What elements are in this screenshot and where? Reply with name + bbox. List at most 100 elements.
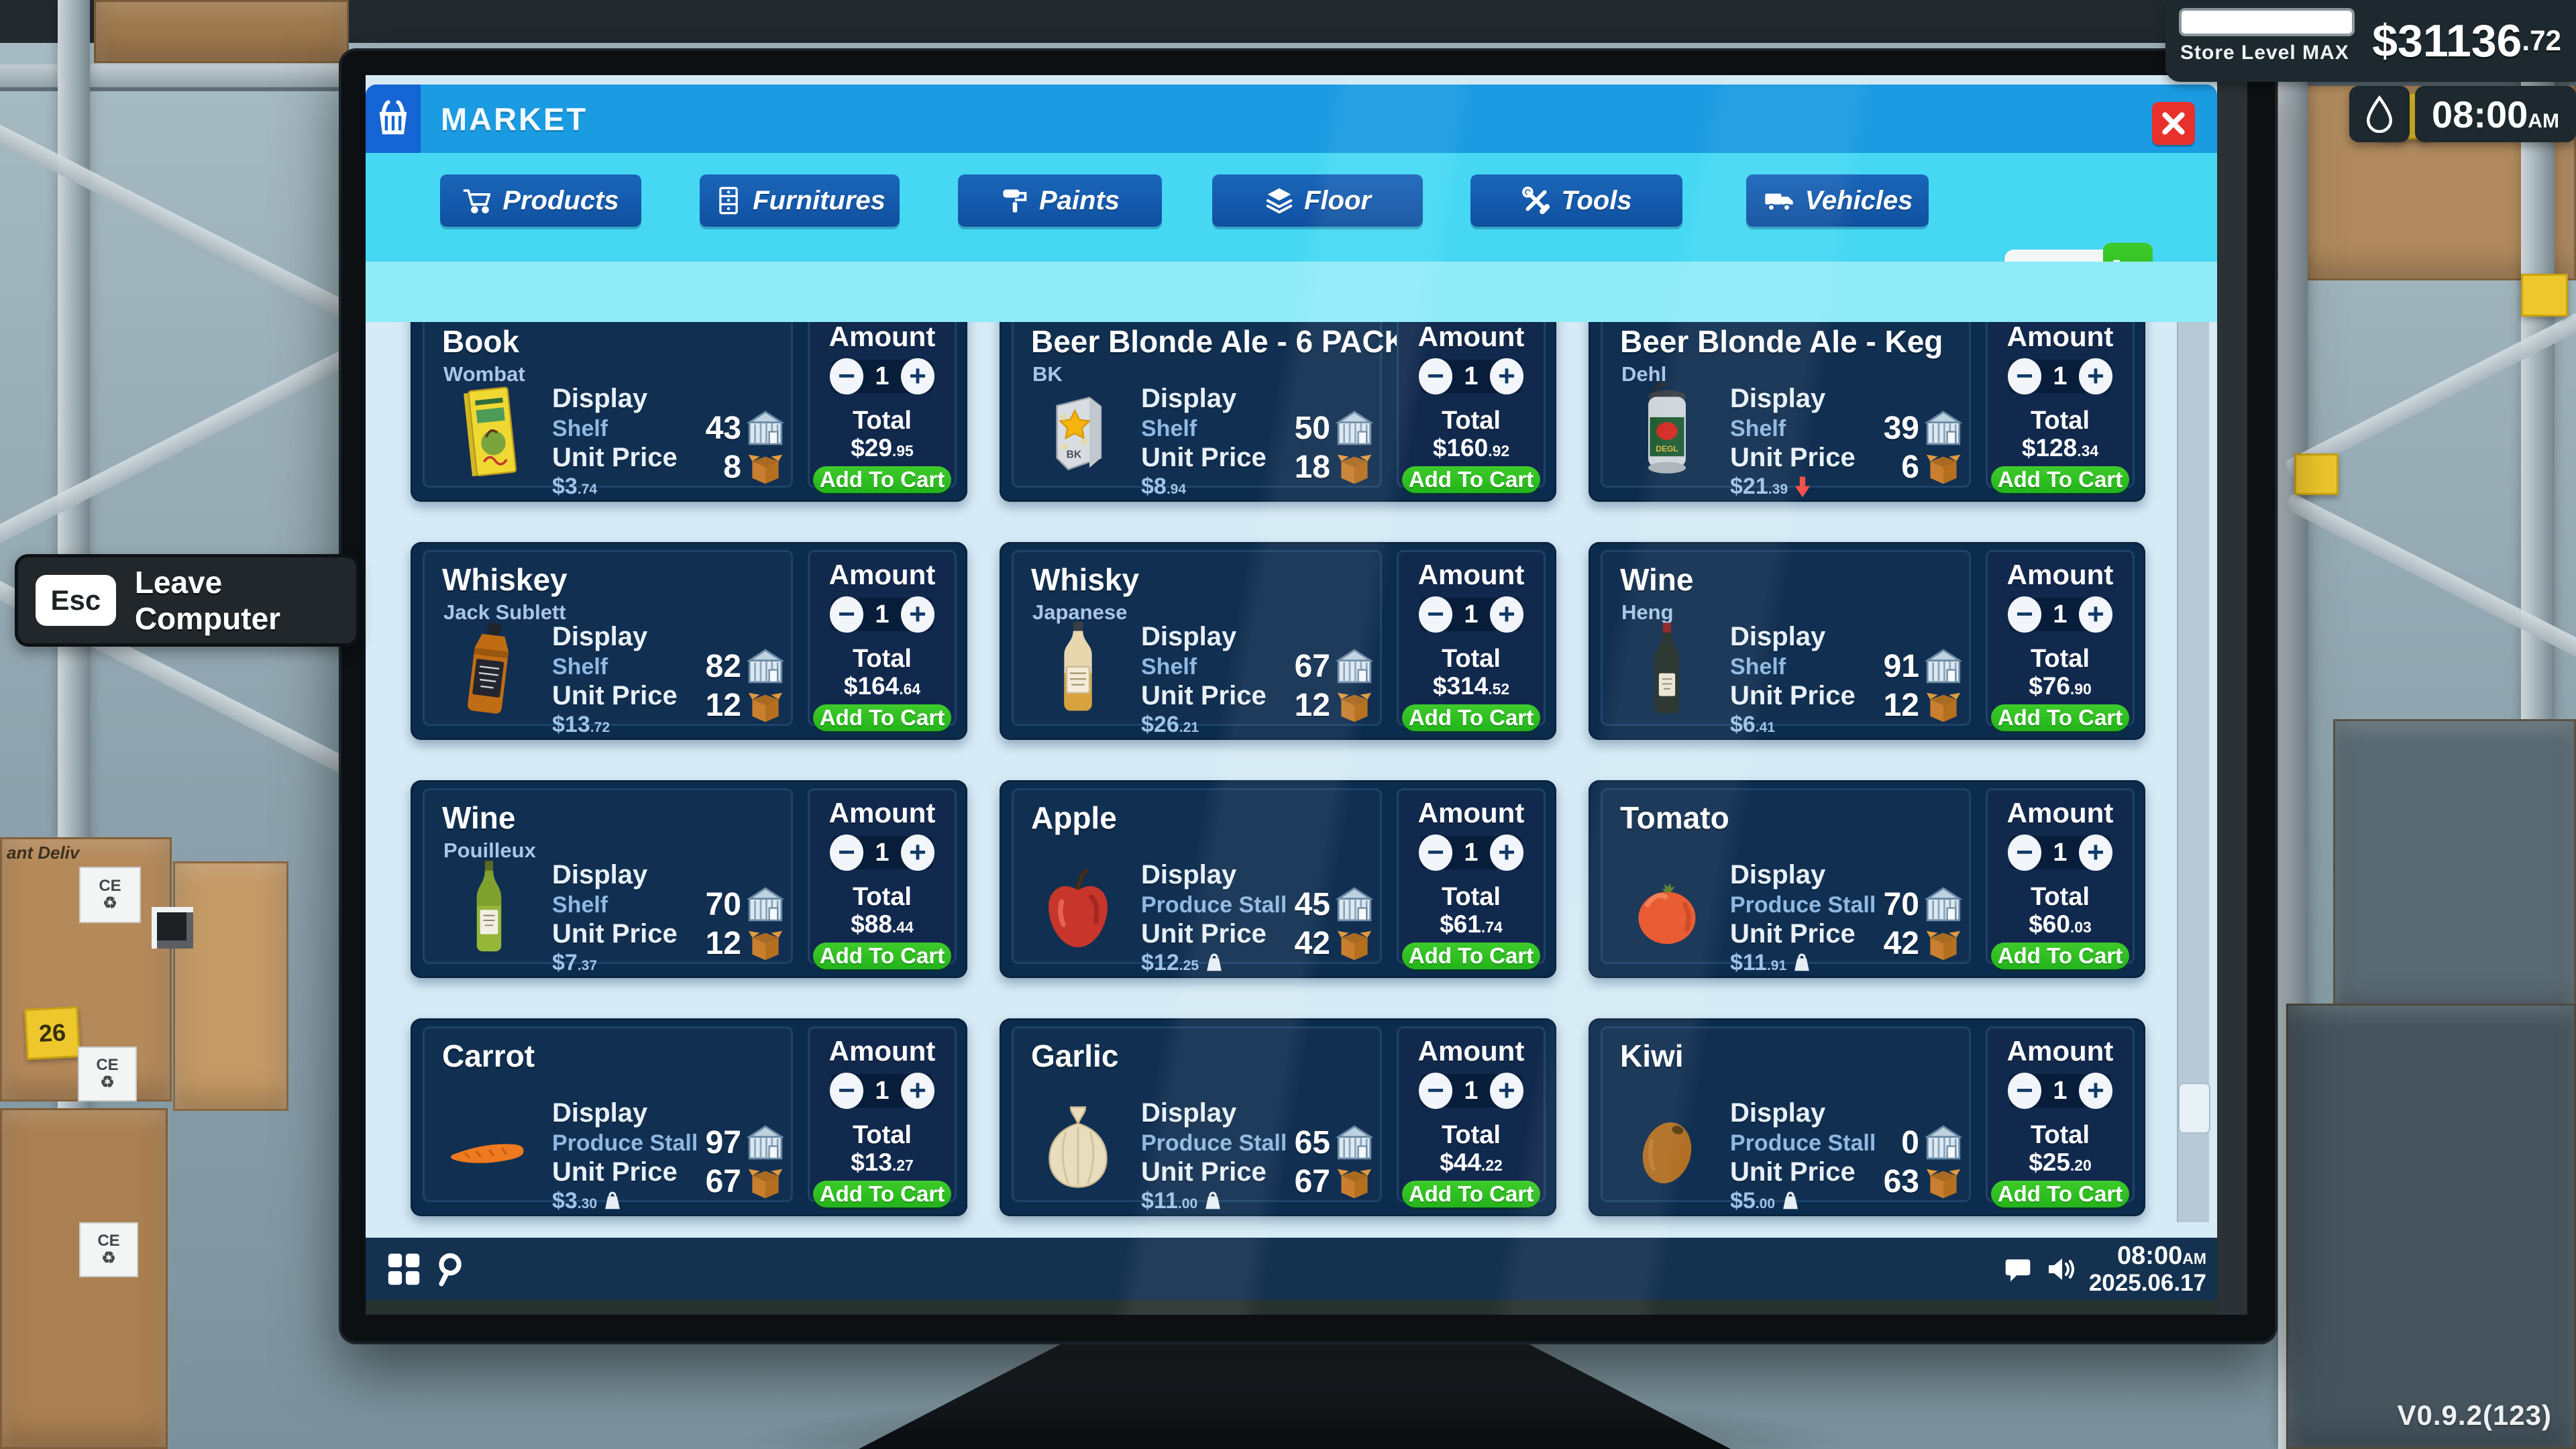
tab-vehicles[interactable]: Vehicles [1746,174,1929,227]
add-to-cart-button[interactable]: Add To Cart [1991,1181,2129,1208]
add-to-cart-button[interactable]: Add To Cart [1402,1181,1540,1208]
monitor-stand [859,1340,1731,1449]
total-price: $61.74 [1440,910,1503,938]
start-menu-button[interactable] [384,1250,423,1289]
ceiling-beam [0,0,2576,43]
amount-decrease-button[interactable]: − [2008,358,2041,394]
box-print-text: ant Deliv [7,843,80,863]
amount-decrease-button[interactable]: − [1419,596,1452,633]
store-stock: 67 [1295,647,1373,685]
total-price: $164.64 [843,672,921,700]
amount-decrease-button[interactable]: − [2008,1073,2041,1109]
scrollbar-track[interactable] [2177,322,2210,1222]
display-label: Display [552,384,648,413]
amount-decrease-button[interactable]: − [830,835,863,871]
amount-decrease-button[interactable]: − [1419,835,1452,871]
total-label: Total [853,407,912,435]
amount-increase-button[interactable]: + [2079,835,2112,871]
add-to-cart-button[interactable]: Add To Cart [813,943,951,969]
notifications-icon[interactable] [2003,1254,2033,1284]
add-to-cart-button[interactable]: Add To Cart [1402,943,1540,969]
store-icon [1925,409,1962,447]
add-to-cart-button[interactable]: Add To Cart [813,466,951,493]
add-to-cart-button[interactable]: Add To Cart [813,704,951,731]
product-card: Garlic Display Produce Stall Unit Price … [1000,1018,1556,1216]
amount-panel: Amount − 1 + Total $25.20 Add To Cart [1986,1026,2135,1208]
amount-label: Amount [1417,1035,1525,1067]
amount-increase-button[interactable]: + [901,596,934,633]
product-info-panel: Book Wombat Display Shelf Unit Price $3.… [423,322,793,499]
amount-decrease-button[interactable]: − [1419,358,1452,394]
store-stock: 0 [1901,1124,1962,1161]
paint-roller-icon [1000,185,1030,216]
per-kg-icon [602,1190,623,1213]
unit-price-label: Unit Price [1730,443,1856,472]
basket-icon [366,85,421,153]
box-icon [1925,448,1962,486]
amount-decrease-button[interactable]: − [1419,1073,1452,1109]
amount-increase-button[interactable]: + [1490,1073,1523,1109]
amount-increase-button[interactable]: + [901,358,934,394]
screen-right-shade [2217,75,2247,1315]
display-value: Shelf [552,892,608,918]
scrollbar-thumb[interactable] [2178,1083,2210,1134]
unit-price-label: Unit Price [1730,681,1856,710]
amount-label: Amount [1417,797,1525,828]
store-icon [1336,409,1373,447]
tab-products[interactable]: Products [440,174,641,227]
add-to-cart-button[interactable]: Add To Cart [1402,466,1540,493]
amount-panel: Amount − 1 + Total $76.90 Add To Cart [1986,550,2135,731]
amount-increase-button[interactable]: + [2079,596,2112,633]
add-to-cart-button[interactable]: Add To Cart [1991,943,2129,969]
unit-price-value: $3.30 [552,1188,623,1214]
cart-icon [462,185,493,216]
taskbar-search-button[interactable] [433,1250,472,1289]
unit-price-value: $8.94 [1141,474,1187,499]
product-name: Wine [442,800,516,835]
amount-decrease-button[interactable]: − [830,358,863,394]
amount-value: 1 [1464,838,1479,867]
volume-icon[interactable] [2045,1253,2077,1285]
amount-decrease-button[interactable]: − [830,596,863,633]
product-image [433,1093,545,1201]
box-icon [1925,1163,1962,1200]
amount-increase-button[interactable]: + [2079,1073,2112,1109]
add-to-cart-button[interactable]: Add To Cart [1402,704,1540,731]
amount-decrease-button[interactable]: − [2008,596,2041,633]
tab-paints[interactable]: Paints [958,174,1162,227]
display-value: Produce Stall [1141,1130,1287,1156]
amount-increase-button[interactable]: + [2079,358,2112,394]
box-stock: 67 [706,1163,784,1200]
product-info-panel: Whiskey Jack Sublett Display Shelf Unit … [423,550,793,737]
taskbar-clock: 08:00AM 2025.06.17 [2088,1241,2206,1297]
tab-floor[interactable]: Floor [1212,174,1423,227]
amount-decrease-button[interactable]: − [830,1073,863,1109]
amount-value: 1 [2053,838,2068,867]
shelf-beam [0,64,366,91]
unit-price-label: Unit Price [1730,919,1856,949]
product-brand: Jack Sublett [443,600,566,624]
amount-increase-button[interactable]: + [1490,835,1523,871]
amount-panel: Amount − 1 + Total $44.22 Add To Cart [1397,1026,1546,1208]
amount-increase-button[interactable]: + [1490,596,1523,633]
amount-increase-button[interactable]: + [901,835,934,871]
product-card: Carrot Display Produce Stall Unit Price … [411,1018,967,1216]
product-name: Whisky [1031,562,1140,597]
product-info-panel: Beer Blonde Ale - 6 PACK BK BK Display S… [1012,322,1407,499]
add-to-cart-button[interactable]: Add To Cart [1991,704,2129,731]
add-to-cart-button[interactable]: Add To Cart [813,1181,951,1208]
amount-increase-button[interactable]: + [901,1073,934,1109]
total-price: $88.44 [851,910,914,938]
tab-furnitures[interactable]: Furnitures [700,174,900,227]
box-icon [1336,448,1373,486]
display-value: Shelf [1730,416,1786,441]
add-to-cart-button[interactable]: Add To Cart [1991,466,2129,493]
product-info-panel: Beer Blonde Ale - Keg Dehl DEGL Display … [1601,322,1971,499]
box-stock: 12 [706,686,784,724]
close-button[interactable] [2152,102,2195,145]
amount-increase-button[interactable]: + [1490,358,1523,394]
tab-tools[interactable]: Tools [1470,174,1682,227]
amount-decrease-button[interactable]: − [2008,835,2041,871]
unit-price-label: Unit Price [1730,1157,1856,1187]
cardboard-box [2333,719,2576,1014]
